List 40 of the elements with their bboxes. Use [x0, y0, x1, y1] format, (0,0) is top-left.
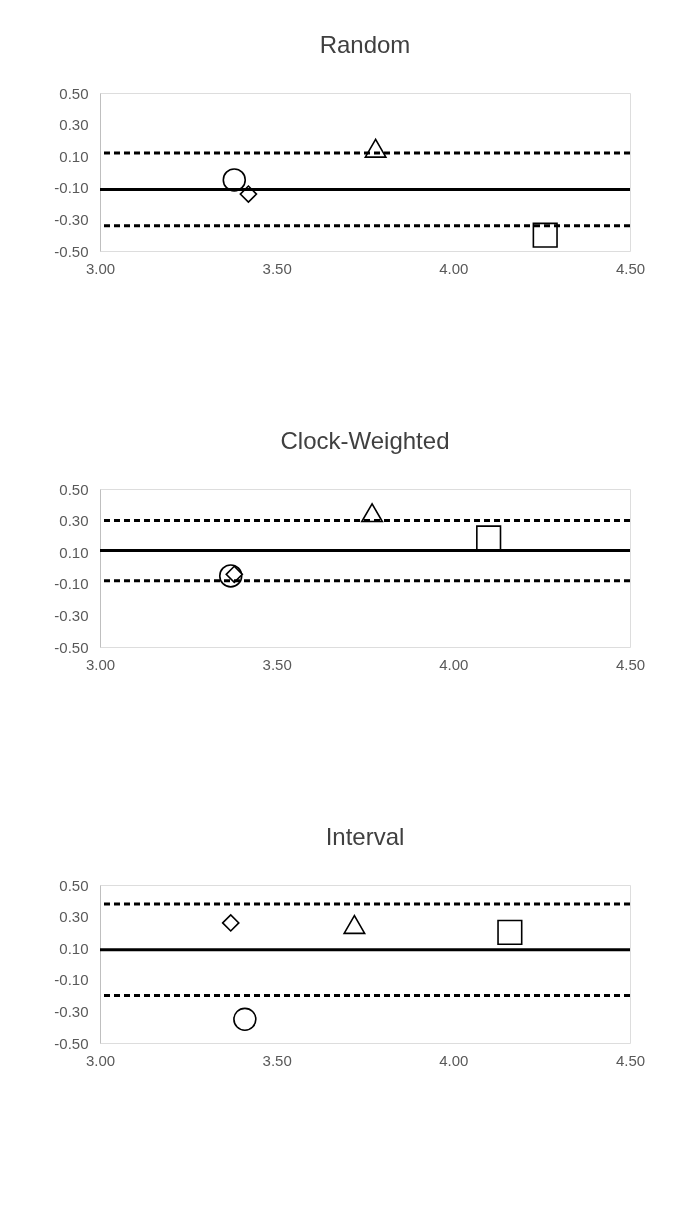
x-tick-label: 4.00 — [439, 1051, 469, 1069]
y-tick-label: 0.30 — [59, 908, 89, 926]
y-tick-label: 0.30 — [59, 116, 89, 134]
x-tick-label: 3.00 — [85, 1051, 116, 1069]
y-tick-label: 0.50 — [59, 876, 89, 894]
y-tick-label: -0.10 — [54, 971, 89, 989]
x-tick-label: 3.00 — [85, 259, 116, 277]
y-tick-label: -0.10 — [54, 179, 89, 197]
x-tick-label: 4.50 — [615, 1051, 646, 1069]
y-tick-label: -0.30 — [54, 1002, 89, 1020]
y-tick-label: -0.30 — [54, 210, 89, 228]
x-tick-label: 3.50 — [262, 1051, 292, 1069]
chart-title: Interval — [325, 823, 405, 850]
x-tick-label: 4.00 — [439, 259, 469, 277]
point — [497, 919, 523, 946]
chart-title: Random — [319, 31, 411, 58]
y-tick-label: 0.10 — [59, 147, 89, 165]
point — [476, 525, 502, 551]
y-tick-label: 0.10 — [59, 543, 89, 561]
point — [532, 222, 558, 248]
x-tick-label: 4.50 — [615, 655, 646, 673]
y-tick-label: -0.50 — [54, 1034, 89, 1052]
y-tick-label: -0.50 — [54, 242, 89, 260]
y-tick-label: 0.10 — [59, 939, 89, 957]
x-tick-label: 4.50 — [615, 259, 646, 277]
y-tick-label: -0.30 — [54, 606, 89, 624]
x-tick-label: 4.00 — [439, 655, 469, 673]
point — [233, 1007, 257, 1032]
y-tick-label: 0.30 — [59, 512, 89, 530]
point — [343, 914, 366, 935]
x-tick-label: 3.00 — [85, 655, 116, 673]
chart-title: Clock-Weighted — [280, 427, 450, 454]
x-tick-label: 3.50 — [262, 655, 292, 673]
y-tick-label: -0.10 — [54, 575, 89, 593]
x-tick-label: 3.50 — [262, 259, 292, 277]
y-tick-label: 0.50 — [59, 480, 89, 498]
y-tick-label: -0.50 — [54, 638, 89, 656]
point — [221, 914, 240, 932]
y-tick-label: 0.50 — [59, 84, 89, 102]
point — [222, 168, 247, 192]
